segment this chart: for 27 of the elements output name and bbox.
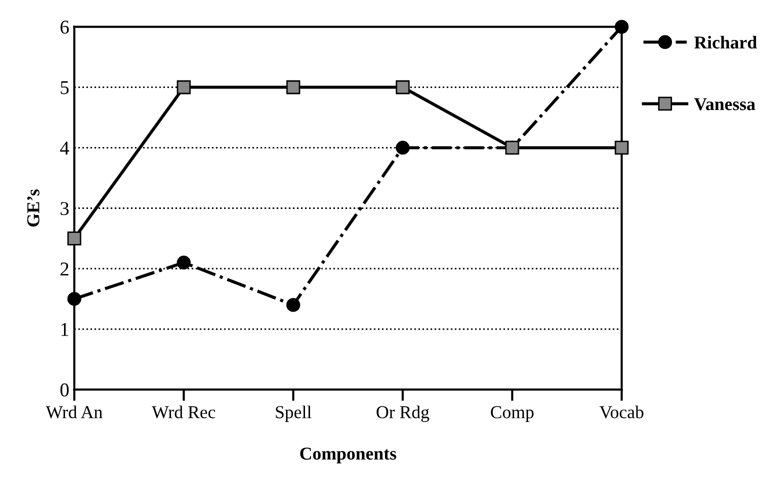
y-tick-label: 4 <box>60 142 70 154</box>
legend-label: Vanessa <box>694 98 756 110</box>
point <box>67 292 82 306</box>
x-axis-title: Components <box>300 448 396 464</box>
x-tick-label: Spell <box>276 406 312 422</box>
point <box>176 80 191 94</box>
y-axis-title: GE’s <box>27 189 40 227</box>
y-tick-label: 2 <box>60 262 68 276</box>
y-tick-label: 5 <box>60 81 69 94</box>
legend-label: Richard <box>694 36 757 49</box>
point <box>67 231 82 246</box>
point <box>176 256 191 270</box>
x-tick-label: Wrd Rec <box>152 406 216 418</box>
point <box>286 298 300 312</box>
point <box>286 80 300 94</box>
point <box>396 80 410 94</box>
x-tick-label: Wrd An <box>46 406 102 418</box>
y-tick-label: 1 <box>61 323 68 336</box>
y-tick-label: 0 <box>60 383 69 397</box>
y-tick-label: 6 <box>60 20 69 34</box>
point <box>396 140 410 155</box>
x-tick-label: Comp <box>490 406 534 422</box>
x-tick-label: Or Rdg <box>376 406 430 422</box>
x-tick-label: Vocab <box>599 406 644 418</box>
y-tick-label: 3 <box>60 202 69 216</box>
point <box>614 20 629 34</box>
point <box>614 140 629 155</box>
